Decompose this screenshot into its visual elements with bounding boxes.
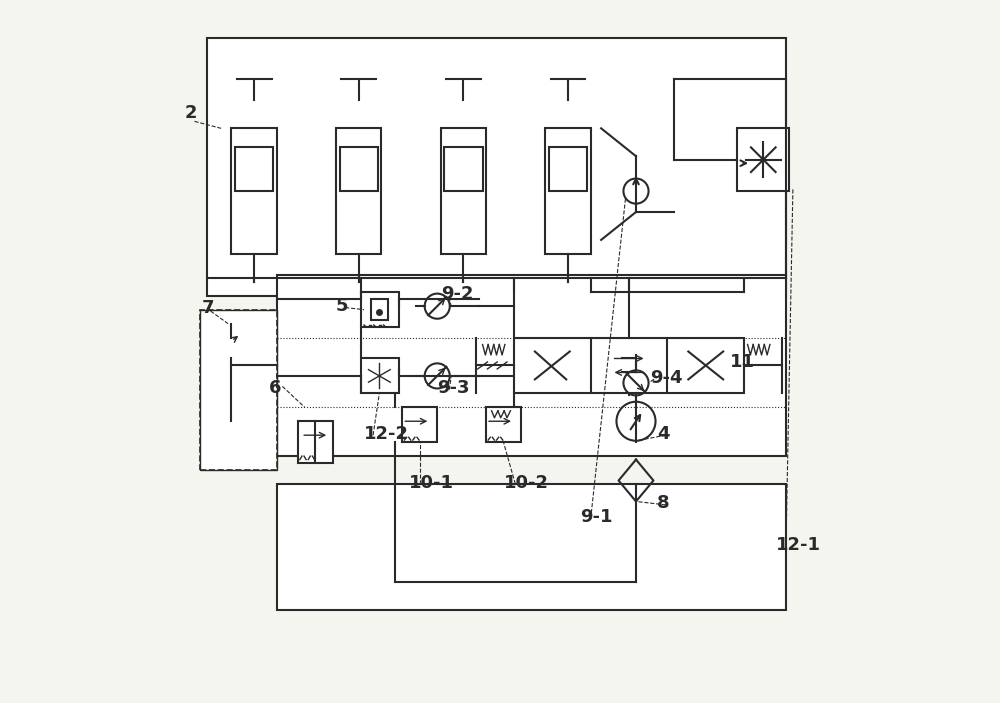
Text: 9-4: 9-4: [650, 369, 682, 387]
Bar: [361, 359, 399, 394]
Text: 10-2: 10-2: [503, 474, 548, 491]
Text: 2: 2: [185, 104, 197, 122]
Text: 12-1: 12-1: [775, 536, 820, 554]
Bar: [277, 275, 786, 456]
Text: 9-2: 9-2: [441, 285, 473, 303]
Bar: [737, 129, 789, 191]
Bar: [514, 337, 744, 394]
Bar: [402, 407, 437, 442]
Bar: [545, 129, 591, 254]
Bar: [277, 484, 786, 610]
Bar: [298, 421, 333, 463]
Text: 10-1: 10-1: [409, 474, 454, 491]
Bar: [371, 299, 388, 320]
Bar: [444, 147, 483, 191]
Text: 9-3: 9-3: [437, 380, 470, 397]
Bar: [235, 147, 273, 191]
Bar: [361, 292, 399, 327]
Bar: [441, 129, 486, 254]
Text: 6: 6: [268, 380, 281, 397]
Text: 12-2: 12-2: [364, 425, 409, 443]
Text: 4: 4: [657, 425, 669, 443]
Bar: [200, 309, 277, 470]
Bar: [340, 147, 378, 191]
Text: 7: 7: [201, 299, 214, 317]
Text: 8: 8: [657, 494, 670, 512]
Bar: [336, 129, 381, 254]
Bar: [486, 407, 521, 442]
Bar: [231, 129, 277, 254]
Text: 9-1: 9-1: [580, 508, 613, 527]
Bar: [200, 309, 277, 470]
Text: 11: 11: [730, 353, 755, 371]
Text: 5: 5: [336, 297, 349, 315]
Bar: [207, 38, 786, 296]
Bar: [549, 147, 587, 191]
